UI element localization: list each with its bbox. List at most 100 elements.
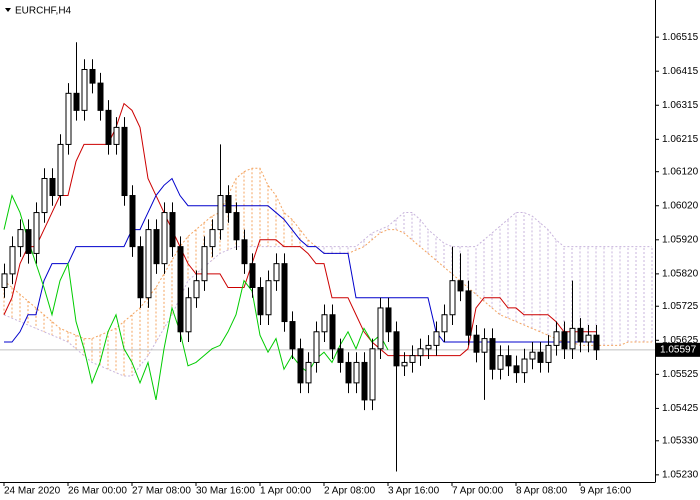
candle-body bbox=[33, 212, 40, 254]
candle-body bbox=[497, 355, 504, 370]
candle-body bbox=[145, 229, 152, 299]
candle-body bbox=[537, 351, 544, 363]
y-tick-label: 1.05230 bbox=[662, 469, 699, 480]
candle-body bbox=[305, 361, 312, 384]
last-price-box bbox=[655, 342, 700, 357]
candle-body bbox=[321, 314, 328, 333]
candle-body bbox=[289, 321, 296, 350]
candle-body bbox=[345, 361, 352, 384]
candle-body bbox=[561, 331, 568, 350]
candle-body bbox=[473, 334, 480, 353]
candle-body bbox=[73, 92, 80, 111]
candle-body bbox=[409, 355, 416, 363]
indicator-line bbox=[3, 102, 596, 357]
y-tick-label: 1.05330 bbox=[662, 435, 699, 446]
indicator-line bbox=[3, 194, 389, 401]
candle-body bbox=[233, 212, 240, 241]
candle-body bbox=[417, 348, 424, 357]
candle-body bbox=[161, 212, 168, 265]
candle-body bbox=[465, 290, 472, 336]
y-tick-label: 1.06120 bbox=[662, 166, 699, 177]
candle-body bbox=[25, 229, 32, 254]
y-tick-label: 1.06215 bbox=[662, 134, 699, 145]
candle-body bbox=[137, 246, 144, 299]
candle-body bbox=[81, 68, 88, 111]
candle-body bbox=[329, 314, 336, 350]
last-price-label: 1.05597 bbox=[660, 344, 697, 355]
y-tick-label: 1.05920 bbox=[662, 234, 699, 245]
candle-body bbox=[521, 358, 528, 374]
y-tick-label: 1.05425 bbox=[662, 403, 699, 414]
candle-body bbox=[57, 143, 64, 197]
candle-body bbox=[457, 280, 464, 292]
x-tick-label: 1 Apr 00:00 bbox=[260, 486, 312, 497]
candle-body bbox=[1, 273, 8, 288]
candle-body bbox=[121, 126, 128, 197]
indicator-line bbox=[4, 177, 596, 343]
candle-body bbox=[585, 334, 592, 343]
candle-body bbox=[273, 263, 280, 282]
y-tick-label: 1.06315 bbox=[662, 100, 699, 111]
candle-body bbox=[401, 361, 408, 367]
candle-body bbox=[377, 307, 384, 350]
candle-body bbox=[529, 351, 536, 360]
candle-body bbox=[449, 280, 456, 316]
candle-body bbox=[433, 331, 440, 346]
x-tick-label: 30 Mar 16:00 bbox=[196, 486, 255, 497]
candle-body bbox=[425, 344, 432, 350]
candle-body bbox=[489, 338, 496, 370]
x-tick-label: 7 Apr 00:00 bbox=[452, 486, 504, 497]
candle-body bbox=[209, 229, 216, 248]
menu-triangle[interactable] bbox=[5, 8, 11, 12]
candle-body bbox=[89, 68, 96, 84]
candle-body bbox=[153, 229, 160, 265]
candle-body bbox=[169, 212, 176, 248]
candle-body bbox=[593, 334, 600, 351]
x-tick-label: 3 Apr 16:00 bbox=[388, 486, 440, 497]
candle-body bbox=[257, 286, 264, 316]
y-tick-label: 1.06020 bbox=[662, 200, 699, 211]
candle-body bbox=[313, 331, 320, 363]
candle-body bbox=[9, 246, 16, 275]
candle-body bbox=[185, 297, 192, 333]
y-tick-label: 1.05725 bbox=[662, 301, 699, 312]
candle-body bbox=[385, 307, 392, 333]
candle-body bbox=[545, 344, 552, 363]
candle-body bbox=[193, 280, 200, 299]
y-tick-label: 1.05820 bbox=[662, 269, 699, 280]
candle-body bbox=[577, 327, 584, 343]
candle-body bbox=[361, 361, 368, 401]
candle-body bbox=[177, 246, 184, 333]
candle-body bbox=[569, 327, 576, 350]
candle-body bbox=[201, 246, 208, 282]
candle-body bbox=[281, 263, 288, 323]
candle-body bbox=[441, 314, 448, 333]
candle-body bbox=[505, 355, 512, 367]
candle-body bbox=[41, 177, 48, 214]
y-tick-label: 1.05525 bbox=[662, 369, 699, 380]
candle-body bbox=[241, 239, 248, 265]
candle-body bbox=[225, 195, 232, 214]
x-tick-label: 24 Mar 2020 bbox=[4, 486, 61, 497]
candle-body bbox=[353, 361, 360, 384]
candle-body bbox=[393, 331, 400, 367]
candle-body bbox=[481, 338, 488, 353]
candle-body bbox=[105, 109, 112, 145]
candle-body bbox=[513, 365, 520, 374]
candle-body bbox=[113, 126, 120, 145]
chart-title: EURCHF,H4 bbox=[15, 6, 72, 17]
x-tick-label: 9 Apr 16:00 bbox=[580, 486, 632, 497]
candle-body bbox=[49, 177, 56, 197]
candle-body bbox=[369, 348, 376, 401]
y-tick-label: 1.06515 bbox=[662, 32, 699, 43]
x-tick-label: 27 Mar 08:00 bbox=[132, 486, 191, 497]
candle-body bbox=[265, 280, 272, 316]
x-tick-label: 26 Mar 00:00 bbox=[68, 486, 127, 497]
y-tick-label: 1.05625 bbox=[662, 335, 699, 346]
x-tick-label: 8 Apr 08:00 bbox=[516, 486, 568, 497]
candle-body bbox=[65, 92, 72, 145]
candle-body bbox=[97, 82, 104, 111]
candle-body bbox=[217, 195, 224, 231]
candle-body bbox=[337, 348, 344, 363]
